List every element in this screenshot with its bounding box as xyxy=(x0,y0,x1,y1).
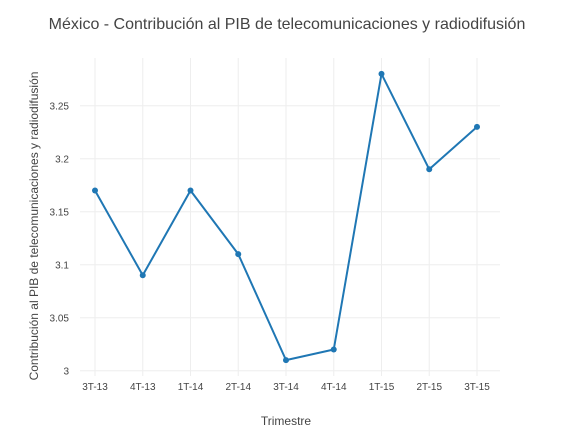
y-axis-title: Contribución al PIB de telecomunicacione… xyxy=(27,72,41,381)
y-tick-label: 3.25 xyxy=(50,102,70,113)
x-tick-label: 4T-13 xyxy=(130,382,156,393)
x-tick-label: 1T-15 xyxy=(369,382,395,393)
data-point[interactable] xyxy=(187,187,194,194)
y-tick-label: 3.15 xyxy=(50,208,70,219)
x-axis-title: Trimestre xyxy=(261,414,312,428)
data-point[interactable] xyxy=(139,272,146,279)
y-axis: 3 3.05 3.1 3.15 3.2 3.25 xyxy=(50,102,70,378)
data-point[interactable] xyxy=(474,123,480,130)
data-point[interactable] xyxy=(235,251,242,258)
x-tick-label: 1T-14 xyxy=(178,382,204,393)
x-tick-label: 3T-15 xyxy=(464,382,490,393)
x-axis: 3T-13 4T-13 1T-14 2T-14 3T-14 4T-14 1T-15 2T-15… xyxy=(82,382,490,393)
data-point[interactable] xyxy=(92,187,98,194)
data-point[interactable] xyxy=(378,70,385,77)
grid xyxy=(80,58,500,376)
y-tick-label: 3 xyxy=(63,367,69,378)
y-tick-label: 3.05 xyxy=(50,314,70,325)
x-tick-label: 3T-13 xyxy=(82,382,108,393)
data-point[interactable] xyxy=(330,346,337,353)
x-tick-label: 4T-14 xyxy=(321,382,347,393)
x-tick-label: 2T-15 xyxy=(416,382,442,393)
data-point[interactable] xyxy=(283,357,289,364)
data-point[interactable] xyxy=(426,166,433,173)
y-tick-label: 3.1 xyxy=(55,261,69,272)
chart-title: México - Contribución al PIB de telecomu… xyxy=(49,16,526,33)
y-tick-label: 3.2 xyxy=(55,155,69,166)
x-tick-label: 3T-14 xyxy=(273,382,299,393)
series-layer xyxy=(92,70,480,364)
x-tick-label: 2T-14 xyxy=(225,382,251,393)
